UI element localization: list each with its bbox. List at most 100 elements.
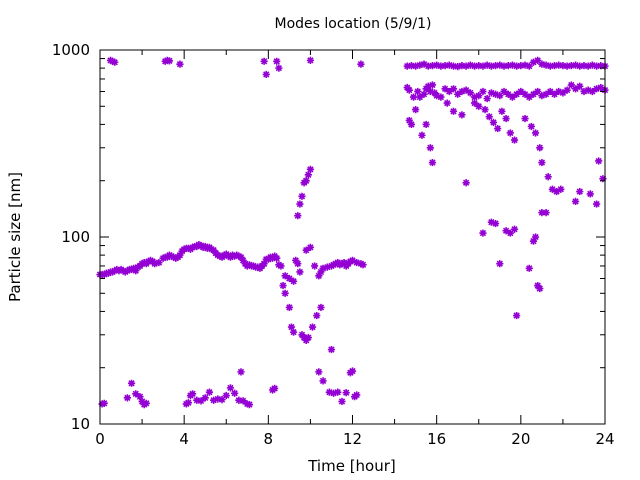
data-point bbox=[529, 237, 538, 245]
data-point bbox=[319, 264, 327, 272]
data-point bbox=[353, 258, 361, 267]
data-point bbox=[506, 129, 514, 137]
data-point bbox=[329, 389, 338, 397]
data-point bbox=[201, 394, 209, 402]
data-point bbox=[405, 116, 413, 125]
data-point bbox=[409, 93, 418, 101]
data-point bbox=[538, 158, 546, 167]
data-point bbox=[576, 62, 584, 70]
data-point bbox=[184, 244, 192, 252]
axis-ticks: 0 4 8 12 16 20 24 10 100 1000 bbox=[52, 41, 615, 448]
data-point bbox=[586, 190, 594, 198]
data-point bbox=[508, 93, 517, 101]
data-point bbox=[538, 60, 546, 68]
data-point bbox=[100, 399, 108, 407]
data-point bbox=[424, 62, 432, 70]
data-point bbox=[479, 87, 487, 96]
data-point bbox=[517, 87, 525, 96]
y-tick-label: 1000 bbox=[52, 41, 90, 59]
data-point bbox=[359, 261, 367, 269]
data-point bbox=[311, 262, 319, 270]
data-point bbox=[111, 58, 119, 66]
data-point bbox=[513, 311, 521, 320]
data-point bbox=[262, 70, 270, 79]
data-point bbox=[513, 90, 521, 98]
data-point bbox=[315, 368, 323, 376]
data-point bbox=[496, 260, 504, 268]
data-point bbox=[405, 86, 413, 94]
data-point bbox=[496, 92, 504, 100]
data-point bbox=[580, 62, 588, 70]
data-point bbox=[188, 390, 197, 398]
data-point bbox=[504, 90, 512, 98]
data-point bbox=[475, 92, 483, 100]
data-point bbox=[420, 90, 428, 98]
data-point bbox=[239, 256, 247, 264]
data-point bbox=[571, 61, 580, 69]
data-point bbox=[433, 61, 441, 69]
data-point bbox=[475, 102, 483, 110]
data-point bbox=[437, 93, 445, 101]
data-point bbox=[521, 114, 529, 123]
data-point bbox=[443, 99, 451, 107]
data-point bbox=[513, 62, 521, 70]
data-point bbox=[106, 56, 115, 64]
data-point bbox=[449, 62, 458, 70]
x-tick-label: 8 bbox=[264, 430, 274, 448]
data-point bbox=[555, 87, 563, 96]
data-point bbox=[287, 323, 296, 331]
data-point bbox=[527, 122, 535, 131]
data-point bbox=[542, 90, 550, 98]
data-point bbox=[348, 256, 357, 264]
data-point bbox=[294, 260, 302, 268]
data-point bbox=[445, 61, 453, 69]
data-point bbox=[422, 120, 430, 129]
data-point bbox=[424, 82, 432, 90]
data-point bbox=[304, 333, 312, 342]
data-point bbox=[193, 396, 201, 404]
plot-frame bbox=[99, 49, 606, 425]
data-point bbox=[428, 81, 437, 89]
data-point bbox=[132, 267, 140, 275]
data-point bbox=[327, 345, 336, 354]
data-point bbox=[296, 200, 304, 208]
data-point bbox=[592, 85, 601, 93]
data-point bbox=[449, 107, 458, 115]
data-point bbox=[205, 388, 214, 396]
data-point bbox=[550, 62, 559, 70]
data-point bbox=[489, 118, 498, 127]
data-point bbox=[542, 61, 550, 69]
data-point bbox=[531, 233, 540, 241]
data-point bbox=[567, 81, 575, 89]
chart-title: Modes location (5/9/1) bbox=[275, 16, 432, 32]
data-point bbox=[289, 277, 298, 285]
data-point bbox=[210, 396, 218, 404]
data-point bbox=[275, 64, 283, 72]
data-point bbox=[184, 399, 192, 407]
data-point bbox=[353, 391, 361, 399]
data-point bbox=[546, 87, 554, 96]
data-point bbox=[470, 62, 479, 70]
data-point bbox=[298, 192, 306, 200]
data-point bbox=[534, 56, 542, 64]
data-point bbox=[538, 92, 546, 100]
data-point bbox=[462, 62, 470, 70]
data-point bbox=[521, 90, 529, 98]
data-point bbox=[483, 94, 491, 103]
data-point bbox=[502, 114, 510, 123]
data-point bbox=[407, 120, 416, 129]
data-point bbox=[542, 209, 550, 217]
data-point bbox=[441, 85, 449, 93]
data-point bbox=[323, 263, 331, 271]
data-point bbox=[491, 219, 500, 228]
data-point bbox=[412, 62, 420, 70]
data-point bbox=[418, 131, 426, 139]
data-point bbox=[281, 289, 289, 297]
data-point bbox=[416, 93, 424, 101]
data-point bbox=[494, 124, 502, 133]
data-point bbox=[285, 303, 293, 312]
data-point bbox=[491, 90, 500, 98]
data-point bbox=[123, 394, 131, 402]
x-tick-label: 0 bbox=[95, 430, 105, 448]
